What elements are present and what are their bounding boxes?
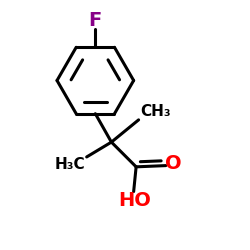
Text: F: F	[89, 10, 102, 29]
Text: O: O	[165, 154, 182, 173]
Text: CH₃: CH₃	[140, 104, 170, 119]
Text: H₃C: H₃C	[55, 157, 86, 172]
Text: HO: HO	[118, 191, 151, 210]
